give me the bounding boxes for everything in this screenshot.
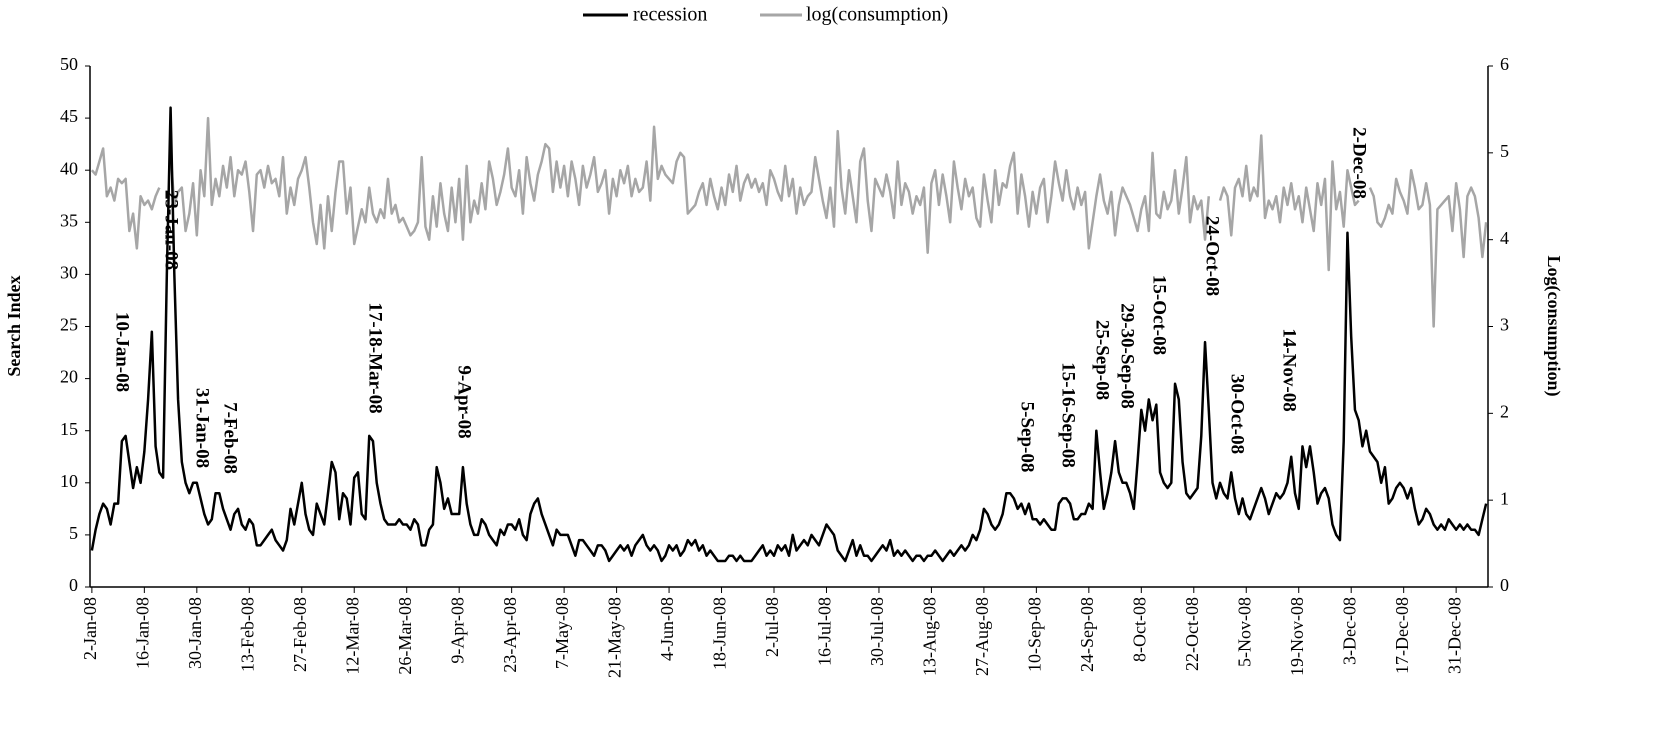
x-tick-label: 4-Jun-08 — [657, 597, 677, 661]
y-tick-label: 35 — [60, 210, 78, 230]
annotation: 9-Apr-08 — [454, 365, 475, 438]
y-tick-label: 0 — [69, 575, 78, 595]
x-tick-label: 16-Jan-08 — [132, 597, 152, 669]
annotation: 30-Oct-08 — [1227, 374, 1248, 454]
x-tick-label: 27-Aug-08 — [972, 597, 992, 676]
legend-label: recession — [633, 4, 707, 26]
x-tick-label: 22-Oct-08 — [1182, 597, 1202, 671]
y-tick-label: 20 — [60, 367, 78, 387]
y2-tick-label: 3 — [1500, 315, 1509, 335]
x-tick-label: 12-Mar-08 — [342, 597, 362, 675]
x-tick-label: 2-Jan-08 — [80, 597, 100, 660]
y2-axis-title: Log(consumption) — [1543, 255, 1564, 396]
y-tick-label: 10 — [60, 471, 78, 491]
y2-tick-label: 5 — [1500, 141, 1509, 161]
y-tick-label: 45 — [60, 106, 78, 126]
x-tick-label: 3-Dec-08 — [1339, 597, 1359, 665]
annotation: 14-Nov-08 — [1279, 328, 1300, 411]
legend-label: log(consumption) — [806, 4, 948, 26]
x-tick-label: 8-Oct-08 — [1129, 597, 1149, 662]
y2-tick-label: 4 — [1500, 228, 1509, 248]
x-tick-label: 13-Feb-08 — [237, 597, 257, 672]
annotation: 17-18-Mar-08 — [365, 302, 386, 413]
annotation: 15-16-Sep-08 — [1058, 362, 1079, 468]
annotation: 29-30-Sep-08 — [1117, 303, 1138, 409]
y2-tick-label: 2 — [1500, 401, 1509, 421]
y-tick-label: 50 — [60, 54, 78, 74]
annotation: 2-Dec-08 — [1349, 127, 1370, 199]
x-tick-label: 13-Aug-08 — [920, 597, 940, 676]
x-tick-label: 23-Apr-08 — [500, 597, 520, 673]
x-tick-label: 27-Feb-08 — [290, 597, 310, 672]
annotation: 10-Jan-08 — [112, 312, 133, 392]
y-tick-label: 40 — [60, 158, 78, 178]
annotation: 24-Oct-08 — [1202, 216, 1223, 296]
y-tick-label: 15 — [60, 419, 78, 439]
annotation: 5-Sep-08 — [1017, 402, 1038, 473]
x-tick-label: 2-Jul-08 — [762, 597, 782, 657]
y-tick-label: 30 — [60, 263, 78, 283]
x-tick-label: 10-Sep-08 — [1024, 597, 1044, 672]
data-line — [90, 106, 1488, 563]
x-tick-label: 16-Jul-08 — [815, 597, 835, 666]
x-tick-label: 5-Nov-08 — [1234, 597, 1254, 667]
x-tick-label: 9-Apr-08 — [447, 597, 467, 664]
y2-tick-label: 0 — [1500, 575, 1509, 595]
x-tick-label: 7-May-08 — [552, 597, 572, 669]
x-tick-label: 30-Jul-08 — [867, 597, 887, 666]
y2-tick-label: 6 — [1500, 54, 1509, 74]
x-tick-label: 17-Dec-08 — [1392, 597, 1412, 674]
y-tick-label: 5 — [69, 523, 78, 543]
y-axis-title: Search Index — [4, 275, 24, 376]
x-tick-label: 24-Sep-08 — [1077, 597, 1097, 672]
x-tick-label: 31-Dec-08 — [1444, 597, 1464, 674]
x-tick-label: 21-May-08 — [605, 597, 625, 678]
annotation: 31-Jan-08 — [192, 388, 213, 468]
x-tick-label: 18-Jun-08 — [710, 597, 730, 670]
y-tick-label: 25 — [60, 315, 78, 335]
y2-tick-label: 1 — [1500, 488, 1509, 508]
annotation: 23-Jan-08 — [161, 190, 182, 270]
annotation: 7-Feb-08 — [220, 402, 241, 474]
annotation: 15-Oct-08 — [1149, 275, 1170, 355]
x-tick-label: 30-Jan-08 — [185, 597, 205, 669]
x-tick-label: 19-Nov-08 — [1287, 597, 1307, 676]
data-line — [90, 116, 1488, 328]
x-tick-label: 26-Mar-08 — [395, 597, 415, 675]
annotation: 25-Sep-08 — [1092, 320, 1113, 400]
